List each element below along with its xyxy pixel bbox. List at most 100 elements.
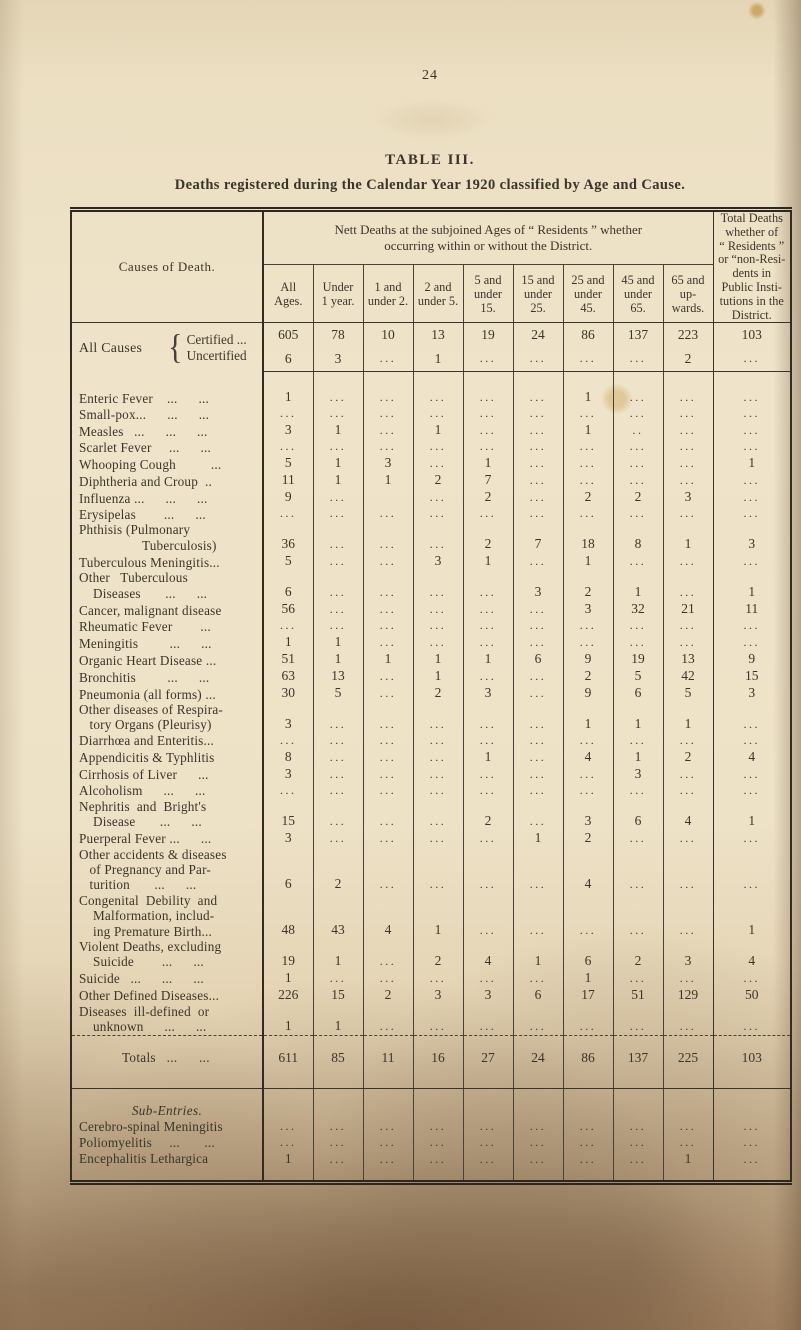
value-cell: 3 bbox=[312, 347, 363, 373]
value-cell: ... bbox=[412, 829, 463, 847]
value-cell: ... bbox=[512, 969, 563, 987]
cause-label: Influenza ... ... ... bbox=[79, 490, 208, 506]
value-cell: 2 bbox=[462, 798, 513, 830]
value-cell: 1 bbox=[262, 371, 313, 407]
value-cell: 1 bbox=[412, 668, 463, 685]
value-cell: ... bbox=[462, 846, 513, 893]
value-cell: 3 bbox=[412, 553, 463, 571]
value-cell: ... bbox=[562, 1118, 613, 1135]
value-cell bbox=[362, 489, 413, 507]
value-cell: 1 bbox=[562, 422, 613, 440]
value-cell: 19 bbox=[262, 939, 313, 970]
all-causes-certified-row: All Causes { Certified ... Uncertified 6… bbox=[71, 322, 791, 366]
value-cell: ... bbox=[462, 1003, 513, 1036]
value-cell: 8 bbox=[262, 748, 313, 766]
value-cell: ... bbox=[312, 969, 363, 987]
value-cell: 1 bbox=[312, 422, 363, 440]
brace-glyph: { bbox=[168, 328, 183, 367]
value-cell: 2 bbox=[562, 668, 613, 685]
all-causes-uncertified-row: 6 3... 1............ 2... bbox=[71, 347, 791, 373]
value-cell: ... bbox=[462, 829, 513, 847]
cause-row: Congenital Debility and Malformation, in… bbox=[71, 892, 791, 940]
value-cell: ... bbox=[612, 506, 663, 523]
value-cell: 13 bbox=[662, 651, 713, 668]
value-cell: 137 bbox=[612, 322, 663, 348]
value-cell: ... bbox=[512, 634, 563, 651]
value-cell: ... bbox=[412, 522, 463, 554]
value-cell: ... bbox=[612, 455, 663, 473]
value-cell: 1 bbox=[412, 347, 463, 373]
value-cell: 103 bbox=[712, 1035, 791, 1089]
cause-label: Phthisis (Pulmonary Tuberculosis) bbox=[79, 522, 217, 553]
value-cell: 1 bbox=[312, 1003, 363, 1036]
value-cell: ... bbox=[512, 472, 563, 490]
cause-label: Measles ... ... ... bbox=[79, 423, 208, 439]
cause-label: Pneumonia (all forms) ... bbox=[79, 686, 216, 702]
cause-row: Suicide ... ... ... 1............... 1....… bbox=[71, 969, 791, 987]
value-cell: ... bbox=[712, 1118, 791, 1135]
value-cell: ... bbox=[462, 732, 513, 749]
value-cell: 9 bbox=[562, 685, 613, 702]
value-cell: ... bbox=[362, 553, 413, 571]
value-cell: ... bbox=[512, 601, 563, 618]
value-cell: ... bbox=[362, 601, 413, 618]
value-cell: 1 bbox=[562, 371, 613, 407]
value-cell: 3 bbox=[512, 570, 563, 601]
cause-label: Cirrhosis of Liver ... bbox=[79, 767, 209, 783]
value-cell: ... bbox=[462, 601, 513, 618]
value-cell: ... bbox=[662, 1134, 713, 1151]
value-cell: 6 bbox=[512, 986, 563, 1004]
value-cell: ... bbox=[712, 347, 791, 373]
value-cell: ... bbox=[662, 846, 713, 893]
value-cell: ... bbox=[462, 422, 513, 440]
value-cell: 5 bbox=[262, 455, 313, 473]
value-cell: ... bbox=[362, 422, 413, 440]
value-cell: 8 bbox=[612, 522, 663, 554]
value-cell: 1 bbox=[612, 702, 663, 733]
value-cell: ... bbox=[462, 702, 513, 733]
cause-row: Appendicitis & Typhlitis 8......... 1... 4 1… bbox=[71, 748, 791, 766]
value-cell: 1 bbox=[612, 570, 663, 601]
value-cell: ... bbox=[412, 439, 463, 456]
value-cell: ... bbox=[712, 406, 791, 423]
value-cell: ... bbox=[562, 406, 613, 423]
value-cell: ... bbox=[662, 422, 713, 440]
value-cell: 13 bbox=[412, 322, 463, 348]
value-cell: 32 bbox=[612, 601, 663, 618]
page-title: TABLE III. bbox=[385, 152, 475, 168]
cause-label: Cancer, malignant disease bbox=[79, 602, 222, 618]
age-column-header: All Ages. bbox=[262, 264, 313, 324]
value-cell: 11 bbox=[712, 601, 791, 618]
value-cell: 5 bbox=[612, 668, 663, 685]
value-cell: ... bbox=[412, 1150, 463, 1183]
value-cell: 1 bbox=[562, 553, 613, 571]
value-cell: ... bbox=[312, 601, 363, 618]
value-cell: ... bbox=[662, 1118, 713, 1135]
value-cell: ... bbox=[312, 732, 363, 749]
value-cell: 2 bbox=[412, 939, 463, 970]
value-cell: 137 bbox=[612, 1035, 663, 1089]
value-cell: ... bbox=[612, 1003, 663, 1036]
value-cell: 1 bbox=[262, 1003, 313, 1036]
value-cell: ... bbox=[312, 553, 363, 571]
value-cell bbox=[662, 1088, 713, 1119]
cause-row: Alcoholism ... .........................… bbox=[71, 782, 791, 799]
value-cell: 1 bbox=[362, 472, 413, 490]
value-cell: ... bbox=[612, 371, 663, 407]
value-cell: ... bbox=[362, 570, 413, 601]
cause-row: Nephritis and Bright's Disease ... ... 15… bbox=[71, 798, 791, 830]
value-cell: ... bbox=[712, 439, 791, 456]
value-cell: 43 bbox=[312, 892, 363, 940]
age-column-header: 15 and under 25. bbox=[512, 264, 563, 324]
value-cell: ... bbox=[512, 798, 563, 830]
value-cell: ... bbox=[412, 846, 463, 893]
value-cell: ... bbox=[412, 748, 463, 766]
value-cell: 1 bbox=[262, 969, 313, 987]
value-cell: 1 bbox=[412, 892, 463, 940]
value-cell: 1 bbox=[312, 455, 363, 473]
value-cell: 15 bbox=[262, 798, 313, 830]
value-cell: ... bbox=[262, 782, 313, 799]
value-cell: ... bbox=[362, 522, 413, 554]
totals-label: Totals ... ... bbox=[71, 1035, 263, 1089]
cause-label: Other Tuberculous Diseases ... ... bbox=[79, 570, 208, 601]
